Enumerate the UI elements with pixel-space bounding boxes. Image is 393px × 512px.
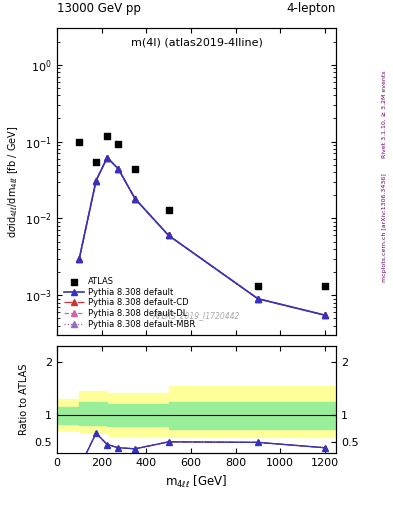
Y-axis label: d$\sigma$id$_{4\ell\ell}$/dm$_{4\ell\ell}$ [fb / GeV]: d$\sigma$id$_{4\ell\ell}$/dm$_{4\ell\ell…: [6, 125, 20, 238]
Pythia 8.308 default-MBR: [94, 178, 98, 184]
Pythia 8.308 default-CD: [116, 166, 121, 172]
Line: Pythia 8.308 default: Pythia 8.308 default: [76, 154, 328, 318]
Pythia 8.308 default-CD: [323, 312, 327, 318]
Pythia 8.308 default-MBR: [133, 196, 138, 202]
Line: Pythia 8.308 default-DL: Pythia 8.308 default-DL: [77, 155, 328, 318]
X-axis label: m$_{4\ell\ell}$ [GeV]: m$_{4\ell\ell}$ [GeV]: [165, 474, 228, 489]
ATLAS: [255, 282, 261, 290]
Pythia 8.308 default: [105, 155, 110, 161]
Text: ATLAS_2019_I1720442: ATLAS_2019_I1720442: [153, 311, 240, 320]
ATLAS: [165, 205, 172, 214]
Pythia 8.308 default-CD: [94, 178, 98, 184]
Line: Pythia 8.308 default-CD: Pythia 8.308 default-CD: [77, 155, 328, 318]
Pythia 8.308 default: [166, 232, 171, 239]
Pythia 8.308 default-DL: [133, 196, 138, 202]
Pythia 8.308 default-DL: [166, 232, 171, 239]
Text: mcplots.cern.ch [arXiv:1306.3436]: mcplots.cern.ch [arXiv:1306.3436]: [382, 174, 387, 282]
Y-axis label: Ratio to ATLAS: Ratio to ATLAS: [19, 364, 29, 435]
ATLAS: [115, 140, 121, 148]
Text: 13000 GeV pp: 13000 GeV pp: [57, 3, 141, 15]
Pythia 8.308 default-MBR: [105, 155, 110, 161]
Pythia 8.308 default: [323, 312, 327, 318]
Text: Rivet 3.1.10, ≥ 3.2M events: Rivet 3.1.10, ≥ 3.2M events: [382, 70, 387, 158]
Pythia 8.308 default-DL: [255, 295, 260, 302]
Text: 4-lepton: 4-lepton: [286, 3, 336, 15]
Text: m(4l) (atlas2019-4lline): m(4l) (atlas2019-4lline): [130, 37, 263, 48]
Pythia 8.308 default: [116, 166, 121, 172]
Pythia 8.308 default: [133, 196, 138, 202]
Pythia 8.308 default-DL: [116, 166, 121, 172]
Pythia 8.308 default-CD: [105, 155, 110, 161]
ATLAS: [76, 138, 83, 146]
Pythia 8.308 default-DL: [105, 155, 110, 161]
Line: Pythia 8.308 default-MBR: Pythia 8.308 default-MBR: [77, 155, 328, 318]
Pythia 8.308 default: [255, 295, 260, 302]
Pythia 8.308 default-DL: [323, 312, 327, 318]
Pythia 8.308 default-CD: [77, 255, 82, 262]
Pythia 8.308 default-MBR: [323, 312, 327, 318]
Pythia 8.308 default-MBR: [77, 255, 82, 262]
ATLAS: [322, 282, 328, 290]
Pythia 8.308 default-MBR: [166, 232, 171, 239]
Pythia 8.308 default: [94, 178, 98, 184]
ATLAS: [93, 158, 99, 166]
Pythia 8.308 default-MBR: [255, 295, 260, 302]
Pythia 8.308 default-CD: [255, 295, 260, 302]
Pythia 8.308 default-MBR: [116, 166, 121, 172]
Pythia 8.308 default: [77, 255, 82, 262]
Pythia 8.308 default-CD: [133, 196, 138, 202]
Pythia 8.308 default-DL: [77, 255, 82, 262]
ATLAS: [104, 132, 110, 140]
Pythia 8.308 default-CD: [166, 232, 171, 239]
Legend: ATLAS, Pythia 8.308 default, Pythia 8.308 default-CD, Pythia 8.308 default-DL, P: ATLAS, Pythia 8.308 default, Pythia 8.30…: [61, 274, 198, 331]
ATLAS: [132, 165, 138, 173]
Pythia 8.308 default-DL: [94, 178, 98, 184]
